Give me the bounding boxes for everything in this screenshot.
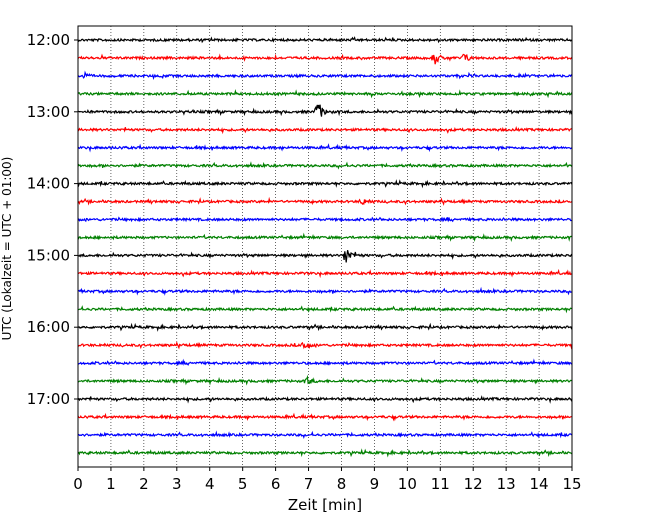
trace-line [77, 161, 573, 170]
trace-line [77, 412, 573, 422]
trace-line [77, 232, 573, 242]
trace-line [77, 216, 572, 223]
x-tick-label: 8 [337, 475, 347, 493]
x-tick-label: 13 [497, 475, 516, 493]
trace-line [77, 268, 573, 279]
trace-line [77, 143, 573, 153]
x-tick-label: 5 [238, 475, 248, 493]
x-tick-label: 14 [530, 475, 549, 493]
y-tick-label: 17:00 [27, 390, 70, 408]
x-tick-label: 10 [398, 475, 417, 493]
x-tick-label: 0 [73, 475, 83, 493]
trace-line [77, 395, 573, 404]
x-tick-label: 7 [304, 475, 314, 493]
seismic-traces [77, 36, 573, 458]
plot-frame [77, 25, 573, 468]
y-axis-label: UTC (Lokalzeit = UTC + 01:00) [0, 157, 14, 341]
trace-line [77, 358, 572, 367]
x-tick-label: 12 [464, 475, 483, 493]
x-tick-label: 1 [106, 475, 116, 493]
trace-line [77, 286, 573, 296]
x-tick-label: 2 [139, 475, 149, 493]
x-tick-label: 9 [370, 475, 380, 493]
trace-line [77, 36, 573, 44]
y-axis-ticks: 12:00 13:00 14:00 15:00 16:00 17:00 [27, 31, 78, 408]
x-axis-label: Zeit [min] [288, 496, 362, 514]
trace-line [77, 70, 573, 80]
y-tick-label: 15:00 [27, 246, 70, 264]
trace-line [77, 196, 573, 206]
trace-line [77, 430, 573, 439]
x-tick-label: 3 [172, 475, 182, 493]
y-tick-label: 16:00 [27, 318, 70, 336]
y-tick-label: 12:00 [27, 31, 70, 49]
trace-line [77, 126, 573, 135]
trace-line [77, 305, 573, 314]
trace-line [77, 179, 573, 189]
trace-line [77, 374, 573, 386]
x-axis-ticks: 0 1 2 3 4 5 6 7 8 9 10 11 12 13 14 15 [73, 467, 582, 493]
trace-line [77, 104, 573, 117]
trace-line [77, 53, 573, 65]
y-tick-label: 14:00 [27, 175, 70, 193]
trace-line [77, 250, 573, 263]
x-tick-label: 15 [562, 475, 581, 493]
y-tick-label: 13:00 [27, 103, 70, 121]
trace-line [77, 89, 573, 99]
trace-line [77, 340, 573, 350]
x-tick-label: 6 [271, 475, 281, 493]
x-tick-label: 4 [205, 475, 215, 493]
trace-line [77, 448, 573, 458]
x-tick-label: 11 [431, 475, 450, 493]
trace-line [77, 322, 573, 332]
